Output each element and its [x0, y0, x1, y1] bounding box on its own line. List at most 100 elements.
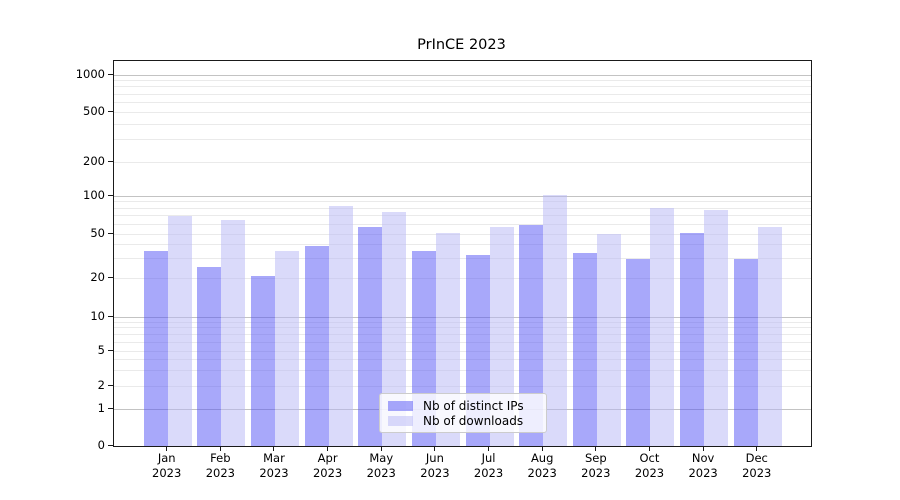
gridline-minor — [114, 123, 811, 125]
x-tick-month: Jul — [481, 451, 496, 465]
x-tick-month: Aug — [530, 451, 554, 465]
y-tick-mark — [108, 276, 113, 278]
bar-distinct-ips — [680, 232, 705, 446]
gridline-minor — [114, 258, 811, 260]
y-tick-mark — [108, 110, 113, 112]
legend-item-distinct-ips: Nb of distinct IPs — [388, 398, 538, 413]
x-tick-label: May 2023 — [353, 451, 409, 481]
x-tick-month: Nov — [691, 451, 715, 465]
x-tick-year: 2023 — [205, 466, 235, 480]
x-tick-mark — [488, 446, 490, 451]
chart-title: PrInCE 2023 — [417, 37, 506, 53]
x-tick-month: Jan — [157, 451, 176, 465]
legend-swatch-downloads — [388, 415, 413, 426]
gridline-minor — [114, 223, 811, 225]
y-tick-label: 50 — [90, 226, 105, 240]
gridline-minor — [114, 277, 811, 279]
gridline-major — [114, 195, 811, 197]
x-tick-year: 2023 — [312, 466, 343, 480]
gridline-minor — [114, 161, 811, 163]
x-tick-month: Apr — [317, 451, 338, 465]
bar-downloads — [167, 215, 192, 446]
gridline-minor — [114, 86, 811, 88]
gridline-minor — [114, 139, 811, 141]
x-tick-label: Dec 2023 — [729, 451, 785, 481]
x-tick-mark — [434, 446, 436, 451]
x-tick-label: Oct 2023 — [621, 451, 677, 481]
gridline-minor — [114, 101, 811, 103]
bar-distinct-ips — [626, 258, 651, 446]
gridline-minor — [114, 215, 811, 217]
y-tick-mark — [108, 160, 113, 162]
x-tick-year: 2023 — [634, 466, 665, 480]
y-tick-mark — [108, 232, 113, 234]
gridline-major — [114, 316, 811, 318]
gridline-minor — [114, 385, 811, 387]
gridline-minor — [114, 350, 811, 352]
gridline-minor — [114, 80, 811, 82]
y-tick-mark — [108, 444, 113, 446]
x-tick-mark — [273, 446, 275, 451]
y-tick-label: 5 — [97, 343, 105, 357]
y-tick-label: 1000 — [75, 67, 105, 81]
bar-distinct-ips — [358, 226, 383, 446]
x-tick-label: Aug 2023 — [514, 451, 570, 481]
x-tick-year: 2023 — [581, 466, 611, 480]
x-tick-year: 2023 — [742, 466, 772, 480]
x-tick-label: Jul 2023 — [461, 451, 517, 481]
y-tick-mark — [108, 315, 113, 317]
x-tick-mark — [595, 446, 597, 451]
bar-downloads — [221, 219, 246, 446]
x-tick-label: Mar 2023 — [246, 451, 302, 481]
x-tick-label: Feb 2023 — [192, 451, 248, 481]
bar-downloads — [704, 209, 729, 446]
y-tick-label: 2 — [97, 378, 105, 392]
x-tick-mark — [702, 446, 704, 451]
bar-distinct-ips — [143, 251, 168, 446]
x-tick-mark — [380, 446, 382, 451]
x-tick-month: Sep — [584, 451, 607, 465]
legend-label-downloads: Nb of downloads — [423, 413, 524, 428]
legend-label-distinct-ips: Nb of distinct IPs — [423, 398, 524, 413]
bar-downloads — [543, 194, 568, 446]
x-tick-label: Jun 2023 — [407, 451, 463, 481]
gridline-minor — [114, 370, 811, 371]
x-tick-year: 2023 — [420, 466, 450, 480]
gridline-major — [114, 74, 811, 76]
y-tick-label: 20 — [90, 270, 105, 284]
legend-item-downloads: Nb of downloads — [388, 413, 538, 428]
y-tick-label: 0 — [97, 438, 105, 452]
gridline-minor — [114, 333, 811, 335]
x-tick-mark — [541, 446, 543, 451]
bar-downloads — [757, 226, 782, 446]
gridline-minor — [114, 359, 811, 361]
gridline-minor — [114, 327, 811, 329]
x-tick-month: Feb — [210, 451, 231, 465]
x-tick-year: 2023 — [152, 466, 182, 480]
bar-downloads — [650, 208, 675, 446]
bar-distinct-ips — [304, 245, 329, 446]
x-tick-mark — [648, 446, 650, 451]
y-tick-label: 200 — [83, 154, 105, 168]
bar-distinct-ips — [733, 258, 758, 446]
bar-distinct-ips — [197, 267, 222, 446]
y-tick-label: 10 — [90, 309, 105, 323]
y-tick-label: 100 — [83, 188, 105, 202]
legend: Nb of distinct IPs Nb of downloads — [379, 393, 547, 433]
x-tick-month: Dec — [745, 451, 768, 465]
y-tick-mark — [108, 194, 113, 196]
x-tick-year: 2023 — [527, 466, 557, 480]
gridline-minor — [114, 321, 811, 323]
legend-swatch-distinct-ips — [388, 400, 413, 411]
x-tick-month: Mar — [263, 451, 285, 465]
bar-downloads — [328, 206, 353, 446]
x-tick-year: 2023 — [259, 466, 289, 480]
bar-downloads — [596, 234, 621, 446]
x-tick-label: Jan 2023 — [139, 451, 195, 481]
y-tick-mark — [108, 407, 113, 409]
bar-distinct-ips — [572, 252, 597, 446]
x-tick-mark — [219, 446, 221, 451]
x-tick-label: Apr 2023 — [300, 451, 356, 481]
y-tick-mark — [108, 349, 113, 351]
